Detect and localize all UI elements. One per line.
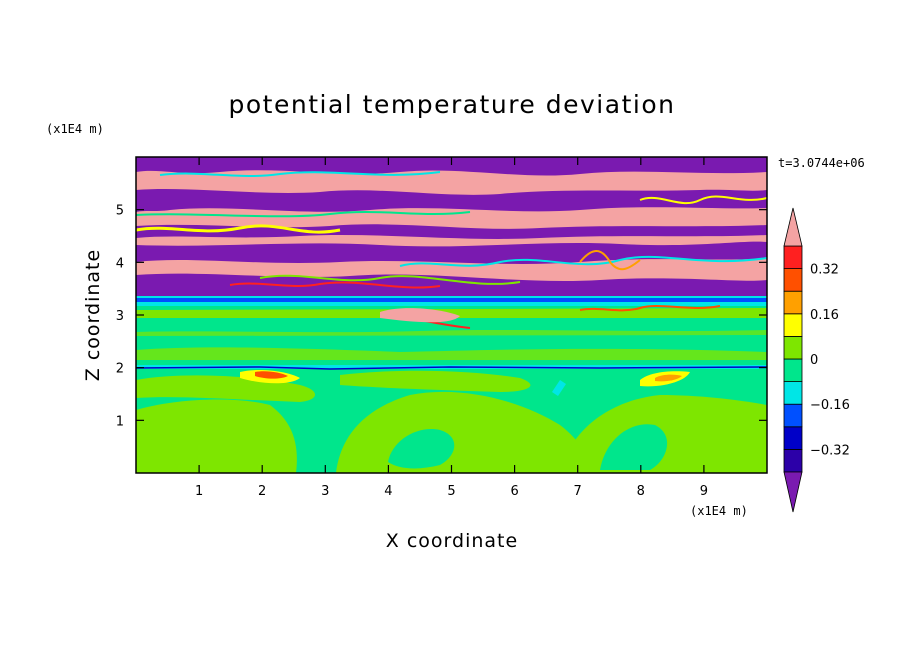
colorbar-segment	[783, 448, 803, 473]
colorbar-max-triangle	[783, 207, 803, 247]
squiggle-6	[136, 211, 471, 218]
warm-spot-1b	[255, 371, 288, 379]
x-tick-label: 9	[700, 484, 708, 499]
colorbar: 0.32 0.16 0 −0.16 −0.32	[783, 207, 850, 513]
colorbar-segment	[783, 290, 803, 315]
cool-spot-1	[552, 380, 566, 396]
purple-band-3	[136, 224, 767, 239]
x-tick-label: 3	[321, 484, 329, 499]
squiggle-3	[579, 250, 641, 271]
y-tick-label: 4	[116, 256, 124, 271]
x-tick-label: 6	[510, 484, 518, 499]
mid-band-1	[136, 347, 767, 360]
z-unit-label: (x1E4 m)	[46, 122, 104, 136]
x-axis-label: X coordinate	[386, 530, 518, 552]
purple-band-5	[136, 157, 767, 176]
x-tick-label: 4	[384, 484, 392, 499]
contour-field	[136, 157, 767, 473]
y-tick-label: 3	[116, 309, 124, 324]
interface-z2-dark	[136, 366, 767, 370]
colorbar-label: −0.16	[810, 398, 850, 413]
squiggle-8	[159, 171, 441, 177]
time-label: t=3.0744e+06	[778, 156, 865, 170]
x-tick-label: 2	[258, 484, 266, 499]
x-tick-label: 5	[447, 484, 455, 499]
squiggle-5	[259, 274, 521, 285]
colorbar-segment	[783, 245, 803, 270]
x-tick-label: 8	[637, 484, 645, 499]
blob-lower-2	[150, 431, 284, 471]
y-axis-label: Z coordinate	[82, 249, 104, 381]
colorbar-label: 0	[810, 353, 818, 368]
colorbar-min-triangle	[783, 471, 803, 513]
x-tick-label: 7	[574, 484, 582, 499]
squiggle-2	[399, 255, 767, 267]
blob-lower-5	[388, 429, 455, 469]
squiggle-1	[136, 224, 341, 234]
squiggle-9	[579, 305, 721, 312]
colorbar-segment	[783, 268, 803, 292]
squiggle-7	[639, 195, 767, 205]
colorbar-segment	[783, 381, 803, 405]
colorbar-label: 0.32	[810, 263, 839, 278]
colorbar-segment	[783, 358, 803, 383]
chart-title: potential temperature deviation	[229, 90, 676, 119]
y-tick-label: 2	[116, 362, 124, 377]
colorbar-label: 0.16	[810, 308, 839, 323]
purple-band-2	[136, 241, 767, 264]
colorbar-segment	[783, 403, 803, 428]
purple-band-4	[136, 189, 767, 212]
x-unit-label: (x1E4 m)	[690, 504, 748, 518]
purple-band-1	[136, 273, 767, 296]
x-ticks: 1 2 3 4 5 6 7 8 9	[195, 157, 708, 499]
warm-spot-2b	[655, 374, 682, 382]
blob-lower-9	[340, 370, 531, 392]
colorbar-segment	[783, 313, 803, 337]
transition-blue-dark	[136, 298, 767, 302]
colorbar-segment	[783, 426, 803, 450]
blob-lower-7	[600, 424, 668, 470]
colorbar-segment	[783, 335, 803, 360]
y-ticks: 1 2 3 4 5	[116, 204, 767, 429]
squiggle-4	[229, 281, 441, 289]
warm-blob-mid	[380, 308, 460, 323]
colorbar-label: −0.32	[810, 443, 850, 458]
y-tick-label: 1	[116, 414, 124, 429]
x-tick-label: 1	[195, 484, 203, 499]
y-tick-label: 5	[116, 204, 124, 219]
mid-band-2	[136, 330, 767, 336]
